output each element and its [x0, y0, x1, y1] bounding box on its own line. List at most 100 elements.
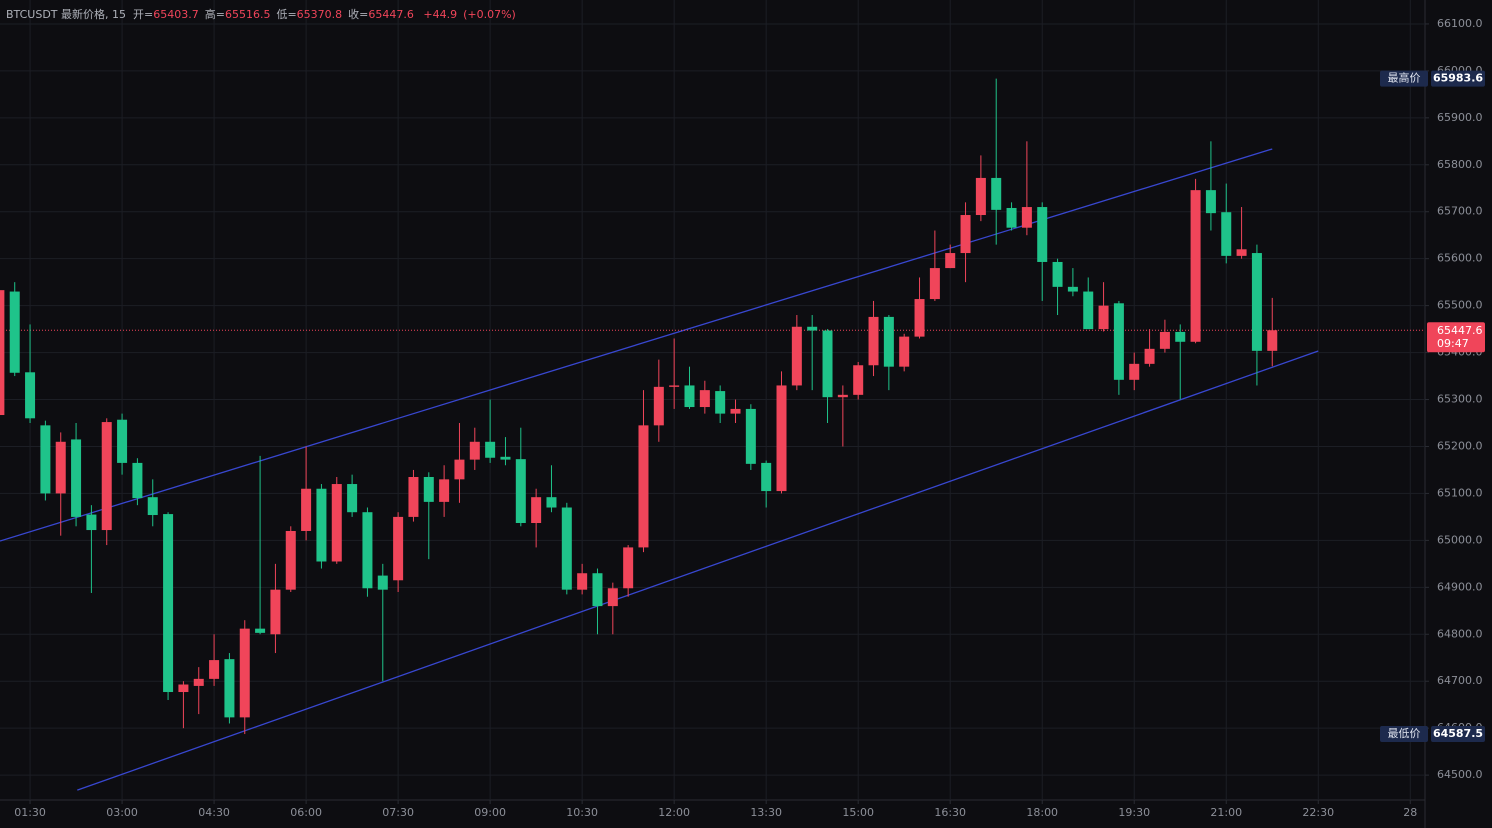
ohlc-value: 65370.8: [296, 8, 343, 21]
x-tick-label: 10:30: [566, 806, 598, 819]
candle-body: [1267, 330, 1278, 351]
candle-body: [423, 476, 434, 502]
y-tick-label: 64500.0: [1437, 768, 1483, 781]
candle-body: [623, 547, 634, 589]
candle-body: [439, 479, 450, 502]
last-price: 65447.6: [1437, 324, 1483, 337]
candle-body: [316, 488, 327, 562]
candle-body: [929, 268, 940, 300]
change-pct: (+0.07%): [463, 8, 516, 21]
candle-body: [1052, 261, 1063, 287]
y-tick-label: 64800.0: [1437, 627, 1483, 640]
candle-body: [408, 476, 419, 517]
candle-body: [469, 441, 480, 460]
candle-body: [1006, 207, 1017, 228]
candle-body: [991, 177, 1002, 210]
marker-value: 65983.6: [1433, 72, 1483, 85]
candle-body: [362, 512, 373, 589]
candle-body: [730, 408, 741, 414]
symbol: BTCUSDT 最新价格, 15: [6, 8, 127, 21]
x-tick-label: 16:30: [934, 806, 966, 819]
x-tick-label: 21:00: [1210, 806, 1242, 819]
candle-body: [9, 291, 20, 373]
x-tick-label: 12:00: [658, 806, 690, 819]
ohlc-value: 65403.7: [153, 8, 199, 21]
candle-body: [485, 441, 496, 458]
y-tick-label: 66100.0: [1437, 17, 1483, 30]
candle-body: [669, 385, 680, 387]
ohlc-label: 收=: [348, 8, 369, 21]
candle-body: [975, 177, 986, 216]
candle-body: [270, 589, 281, 635]
trendline: [77, 350, 1319, 791]
x-tick-label: 01:30: [14, 806, 46, 819]
x-tick-label: 22:30: [1302, 806, 1334, 819]
candle-body: [883, 316, 894, 367]
x-tick-label: 15:00: [842, 806, 874, 819]
y-tick-label: 65700.0: [1437, 205, 1483, 218]
y-tick-label: 65500.0: [1437, 299, 1483, 312]
candle-body: [377, 575, 388, 590]
candle-body: [40, 425, 51, 494]
y-tick-label: 65000.0: [1437, 533, 1483, 546]
candle-body: [239, 628, 250, 718]
candle-body: [1190, 190, 1201, 342]
candle-body: [55, 441, 66, 494]
candle-body: [224, 659, 235, 718]
candle-body: [561, 507, 572, 590]
candle-body: [531, 497, 542, 524]
candle-body: [607, 588, 618, 607]
candle-body: [0, 290, 5, 416]
y-tick-label: 65600.0: [1437, 252, 1483, 265]
countdown: 09:47: [1437, 337, 1469, 350]
marker-value-box: [1431, 726, 1485, 743]
candle-body: [899, 336, 910, 367]
candle-body: [255, 628, 266, 633]
candle-body: [301, 488, 312, 531]
ohlc-label: 开=: [133, 8, 154, 21]
candle-body: [684, 385, 695, 408]
candle-body: [745, 408, 756, 464]
ohlc: 开=65403.7 高=65516.5 低=65370.8 收=65447.6: [133, 8, 420, 21]
candle-body: [117, 419, 128, 463]
marker-label-box: [1380, 70, 1428, 87]
x-tick-label: 09:00: [474, 806, 506, 819]
ohlc-value: 65516.5: [224, 8, 271, 21]
candle-body: [546, 497, 557, 508]
candle-body: [515, 459, 526, 524]
ohlc-label: 低=: [276, 8, 297, 21]
candle-body: [1083, 291, 1094, 330]
candle-body: [1251, 253, 1262, 351]
candle-body: [86, 514, 97, 531]
legend-header: BTCUSDT 最新价格, 15 开=65403.7 高=65516.5 低=653…: [6, 6, 522, 22]
x-tick-label: 06:00: [290, 806, 322, 819]
candle-body: [147, 497, 158, 516]
y-tick-label: 64900.0: [1437, 580, 1483, 593]
candle-body: [454, 459, 465, 480]
candle-body: [791, 326, 802, 386]
candle-body: [699, 390, 710, 408]
last-price-box: [1427, 322, 1485, 353]
x-tick-label: 13:30: [750, 806, 782, 819]
y-tick-label: 65200.0: [1437, 439, 1483, 452]
candle-body: [209, 660, 220, 679]
candle-body: [945, 253, 956, 269]
candle-body: [592, 573, 603, 607]
x-tick-label: 04:30: [198, 806, 230, 819]
candle-body: [178, 684, 189, 693]
candle-body: [1221, 212, 1232, 256]
change: +44.9: [423, 8, 458, 21]
candle-body: [193, 678, 204, 686]
candle-body: [960, 215, 971, 254]
ohlc-label: 高=: [204, 8, 225, 21]
candle-body: [163, 514, 174, 693]
candle-body: [1159, 331, 1170, 349]
candle-body: [853, 365, 864, 395]
candle-body: [837, 394, 848, 398]
marker-value: 64587.5: [1433, 727, 1483, 740]
candle-body: [331, 484, 342, 562]
candle-body: [822, 330, 833, 398]
candle-body: [638, 425, 649, 548]
